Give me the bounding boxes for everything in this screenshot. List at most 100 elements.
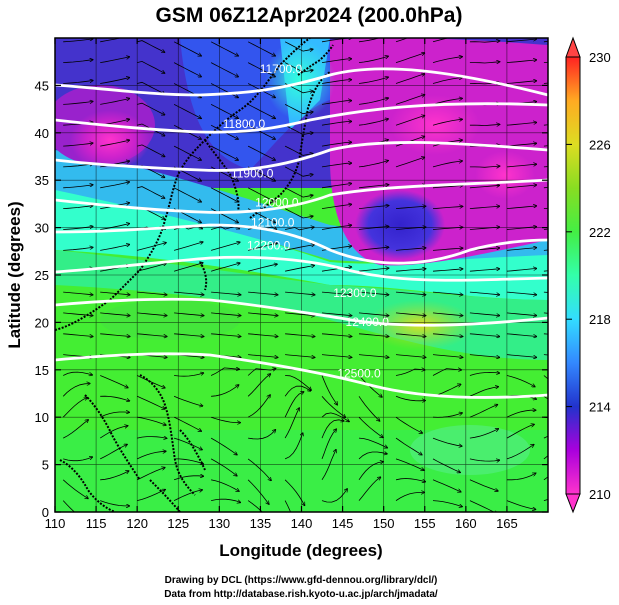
x-axis-label: Longitude (degrees)	[219, 541, 382, 560]
wind-streamline	[284, 41, 313, 51]
wind-streamline	[321, 80, 351, 84]
wind-streamline	[63, 39, 92, 43]
colorbar-tick-label: 214	[589, 400, 611, 415]
wind-streamline	[395, 38, 409, 43]
wind-streamline	[358, 247, 389, 251]
wind-streamline	[62, 398, 87, 418]
wind-streamline	[469, 333, 500, 337]
wind-streamline	[321, 354, 352, 358]
wind-streamline	[248, 264, 277, 272]
wind-streamline	[321, 312, 352, 316]
wind-streamline	[210, 416, 240, 422]
wind-streamline	[358, 185, 389, 189]
wind-streamline	[137, 333, 167, 337]
wind-streamline	[137, 60, 164, 73]
wind-streamline	[506, 39, 537, 43]
wind-streamline	[248, 333, 278, 337]
wind-streamline	[432, 333, 463, 337]
wind-streamline	[321, 412, 349, 422]
wind-streamline	[174, 312, 204, 316]
wind-streamline	[137, 375, 165, 388]
wind-streamline	[358, 452, 387, 460]
wind-streamline	[210, 41, 238, 56]
credit-data: Data from http://database.rish.kyoto-u.a…	[164, 589, 438, 600]
wind-streamline	[358, 268, 389, 272]
wind-streamline	[395, 416, 422, 433]
wind-streamline	[432, 413, 462, 418]
wind-streamline	[137, 165, 164, 178]
wind-streamline	[63, 420, 88, 439]
wind-streamline	[63, 371, 92, 375]
wind-streamline	[432, 78, 462, 84]
wind-streamline	[248, 312, 278, 316]
wind-streamline	[63, 143, 92, 147]
wind-streamline	[506, 291, 537, 295]
wind-streamline	[211, 479, 239, 491]
wind-streamline	[285, 375, 311, 391]
wind-streamline	[173, 395, 202, 406]
wind-streamline	[506, 143, 537, 147]
contour-label: 12000.0	[255, 196, 299, 210]
wind-streamline	[100, 395, 129, 401]
x-tick-label: 135	[250, 516, 272, 531]
wind-streamline	[100, 99, 129, 105]
colorbar-bottom-arrow	[565, 493, 581, 514]
wind-streamline	[137, 312, 167, 316]
x-tick-label: 130	[208, 516, 230, 531]
wind-streamline	[210, 437, 237, 455]
y-tick-label: 45	[35, 78, 49, 93]
wind-streamline	[395, 291, 426, 295]
wind-streamline	[358, 462, 383, 481]
wind-streamline	[211, 312, 241, 316]
wind-streamline	[63, 185, 92, 189]
wind-streamline	[358, 98, 388, 105]
wind-streamline	[210, 145, 238, 160]
wind-streamline	[469, 62, 500, 63]
wind-streamline	[247, 243, 277, 251]
wind-streamline	[469, 185, 500, 189]
x-tick-label: 115	[86, 516, 107, 531]
wind-streamline	[358, 477, 380, 501]
wind-streamline	[358, 375, 382, 398]
wind-streamline	[174, 333, 204, 337]
height-contours	[55, 67, 548, 399]
wind-streamline	[358, 437, 387, 448]
wind-streamline	[358, 206, 389, 209]
y-tick-label: 30	[35, 221, 49, 236]
wind-streamline	[395, 227, 426, 230]
x-tick-label: 165	[496, 516, 518, 531]
wind-streamline	[247, 479, 269, 504]
wind-streamline	[173, 490, 202, 501]
wind-streamline	[63, 206, 92, 209]
wind-streamline	[358, 119, 388, 126]
wind-streamline	[469, 269, 500, 272]
wind-streamline	[100, 445, 127, 460]
wind-streamline	[247, 145, 275, 160]
contour-label: 11800.0	[223, 117, 266, 131]
wind-streamline	[321, 333, 352, 337]
wind-streamline	[210, 187, 238, 202]
contour-labels: 11700.0 11800.0 11900.0 12000.0 12100.0 12200…	[223, 62, 390, 380]
wind-streamline	[247, 104, 275, 118]
y-tick-label: 35	[35, 173, 49, 188]
wind-streamline	[358, 416, 383, 437]
wind-streamline	[358, 77, 388, 84]
x-tick-label: 125	[167, 516, 189, 531]
wind-streamline	[321, 420, 344, 439]
wind-streamline	[395, 95, 424, 105]
wind-streamline	[506, 375, 535, 387]
wind-streamline	[506, 81, 537, 84]
wind-streamline	[469, 291, 500, 295]
wind-streamline	[321, 101, 351, 105]
wind-streamline	[321, 489, 347, 503]
wind-streamline	[62, 384, 90, 397]
wind-streamline	[100, 78, 129, 84]
x-tick-label: 120	[126, 516, 148, 531]
wind-streamline	[432, 227, 463, 230]
wind-streamline	[247, 41, 275, 56]
wind-streamline	[506, 500, 536, 510]
wind-streamline	[173, 437, 202, 450]
y-tick-label: 10	[35, 410, 49, 425]
wind-streamline	[506, 248, 537, 251]
